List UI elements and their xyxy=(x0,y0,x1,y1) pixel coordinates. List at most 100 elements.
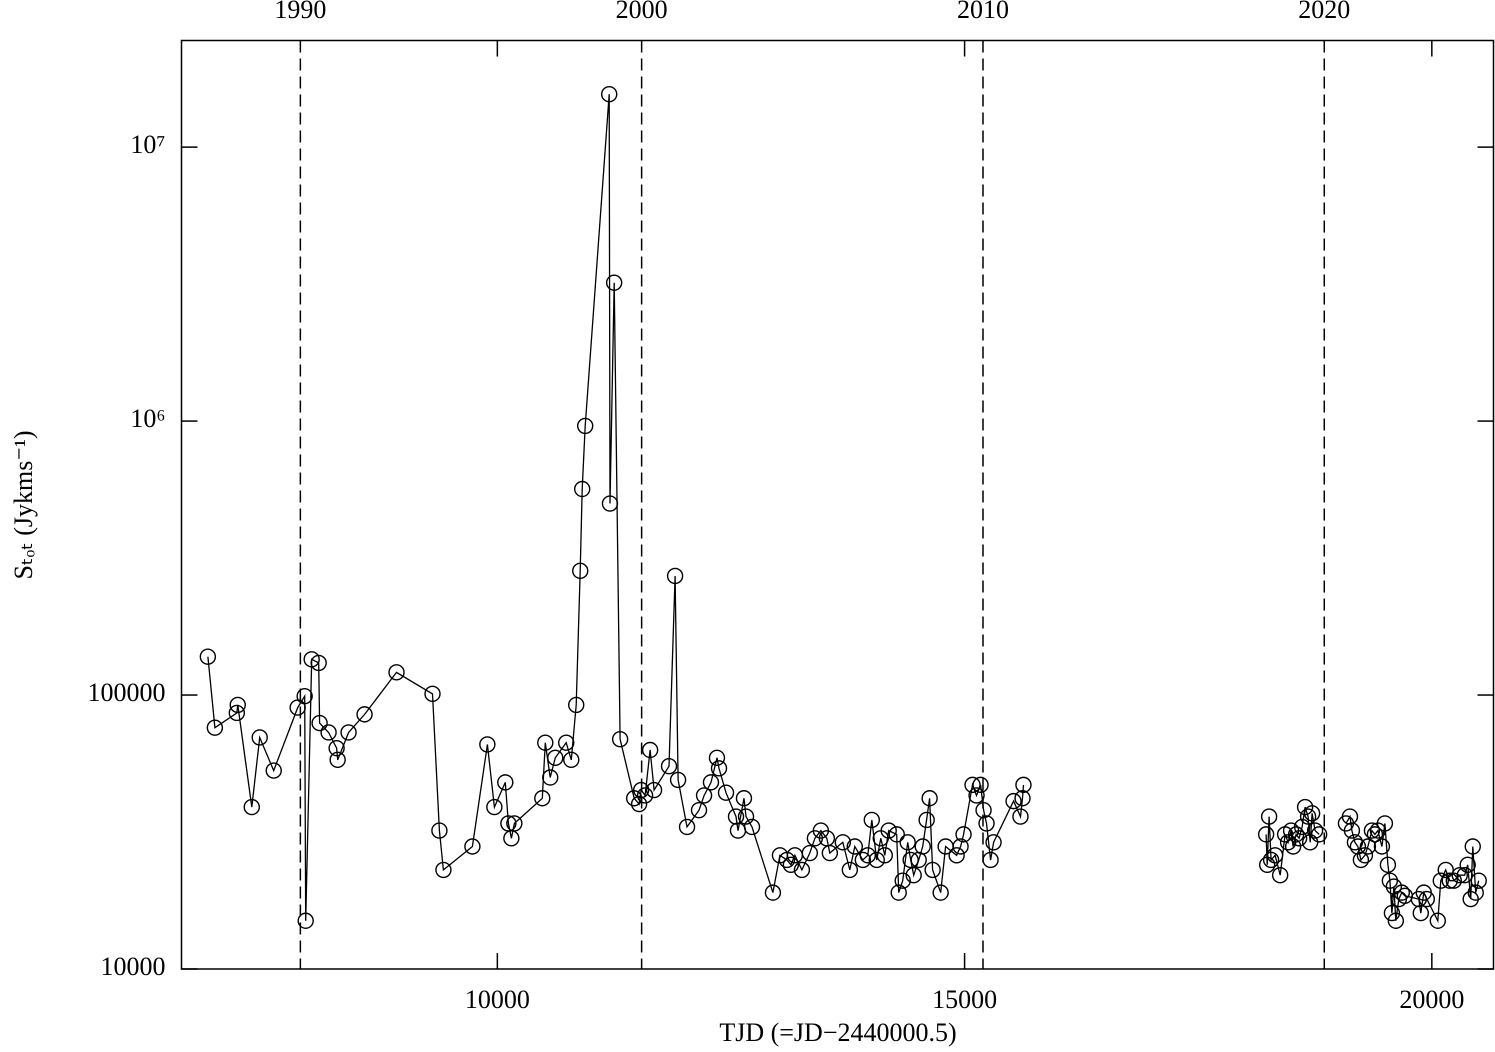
x-tick-label: 10000 xyxy=(465,985,530,1014)
data-point xyxy=(669,771,687,789)
data-point xyxy=(1352,851,1370,869)
data-point xyxy=(660,757,678,775)
data-point xyxy=(1290,830,1308,847)
data-point xyxy=(846,838,863,855)
data-point xyxy=(424,685,441,703)
data-point xyxy=(251,729,268,746)
data-line xyxy=(1345,814,1480,924)
year-label: 2020 xyxy=(1298,0,1350,24)
data-point xyxy=(717,784,735,801)
year-label: 2010 xyxy=(957,0,1009,24)
data-point xyxy=(924,861,941,879)
data-point xyxy=(737,808,755,825)
data-point xyxy=(921,790,938,807)
data-point xyxy=(645,781,663,799)
data-point xyxy=(1381,872,1399,889)
year-label: 2000 xyxy=(616,0,668,24)
data-point xyxy=(782,856,800,874)
data-point xyxy=(311,714,328,732)
data-point xyxy=(1262,851,1280,869)
data-point xyxy=(1284,838,1302,855)
data-point xyxy=(340,724,357,741)
data-point xyxy=(948,847,965,864)
data-point xyxy=(1379,856,1397,874)
data-point xyxy=(572,562,589,580)
data-point xyxy=(1387,912,1405,929)
data-point xyxy=(868,851,885,869)
data-point xyxy=(534,790,551,807)
data-point xyxy=(801,844,819,862)
data-point xyxy=(431,822,448,839)
data-point xyxy=(206,719,224,736)
data-point xyxy=(1271,866,1289,884)
data-point xyxy=(918,811,935,829)
data-point xyxy=(876,847,893,864)
data-point xyxy=(1310,826,1328,843)
data-point xyxy=(310,654,327,672)
data-point xyxy=(793,861,811,879)
data-point xyxy=(1459,856,1476,874)
data-point xyxy=(1266,847,1284,864)
data-point xyxy=(1356,847,1374,864)
data-point xyxy=(320,724,337,741)
data-point xyxy=(975,801,992,819)
data-point xyxy=(479,736,496,753)
data-point xyxy=(880,822,897,839)
data-point xyxy=(506,815,523,832)
data-point xyxy=(666,567,684,585)
x-tick-label: 20000 xyxy=(1399,985,1464,1014)
data-point xyxy=(1303,805,1321,822)
data-point xyxy=(229,696,246,714)
data-point xyxy=(932,884,949,901)
data-point xyxy=(547,749,564,767)
data-point xyxy=(727,808,745,825)
data-point xyxy=(243,798,260,816)
data-point xyxy=(905,866,922,884)
data-point xyxy=(328,739,345,757)
data-point xyxy=(563,751,580,769)
data-point xyxy=(982,851,999,869)
data-point xyxy=(888,826,905,843)
data-point xyxy=(1467,884,1484,901)
data-point xyxy=(356,706,373,723)
data-point xyxy=(1343,822,1361,839)
data-point xyxy=(486,798,503,816)
data-point xyxy=(1359,838,1377,855)
data-point xyxy=(894,872,911,889)
data-point xyxy=(778,851,796,869)
data-point xyxy=(1383,904,1401,922)
plot-frame xyxy=(180,39,1495,970)
data-point xyxy=(1464,838,1481,855)
data-point xyxy=(1257,826,1275,843)
data-point xyxy=(1293,818,1311,836)
data-point xyxy=(601,495,619,512)
data-point xyxy=(1437,861,1454,879)
data-point xyxy=(1366,826,1384,843)
data-point xyxy=(464,838,481,855)
data-point xyxy=(1470,872,1487,889)
data-point xyxy=(710,760,728,777)
data-point xyxy=(902,851,919,869)
data-point xyxy=(1363,822,1381,839)
data-point xyxy=(537,734,554,751)
data-point xyxy=(764,884,782,901)
data-point xyxy=(1015,776,1032,794)
data-line xyxy=(1265,806,1320,876)
data-point xyxy=(497,774,514,791)
y-tick-label: 10⁷ xyxy=(130,130,165,159)
data-point xyxy=(296,688,313,705)
data-point xyxy=(641,741,659,759)
y-tick-label: 10000 xyxy=(101,952,166,981)
data-point xyxy=(914,838,931,855)
data-point xyxy=(605,274,623,291)
data-point xyxy=(574,480,591,498)
data-point xyxy=(1429,912,1447,929)
data-point xyxy=(735,790,753,807)
data-point xyxy=(329,751,346,769)
data-point xyxy=(955,826,972,843)
data-point xyxy=(576,417,594,435)
data-point xyxy=(632,781,650,799)
y-axis-label: Sₜₒₜ (Jykms⁻¹) xyxy=(9,430,38,579)
y-tick-label: 100000 xyxy=(88,678,166,707)
data-point xyxy=(1376,815,1394,832)
